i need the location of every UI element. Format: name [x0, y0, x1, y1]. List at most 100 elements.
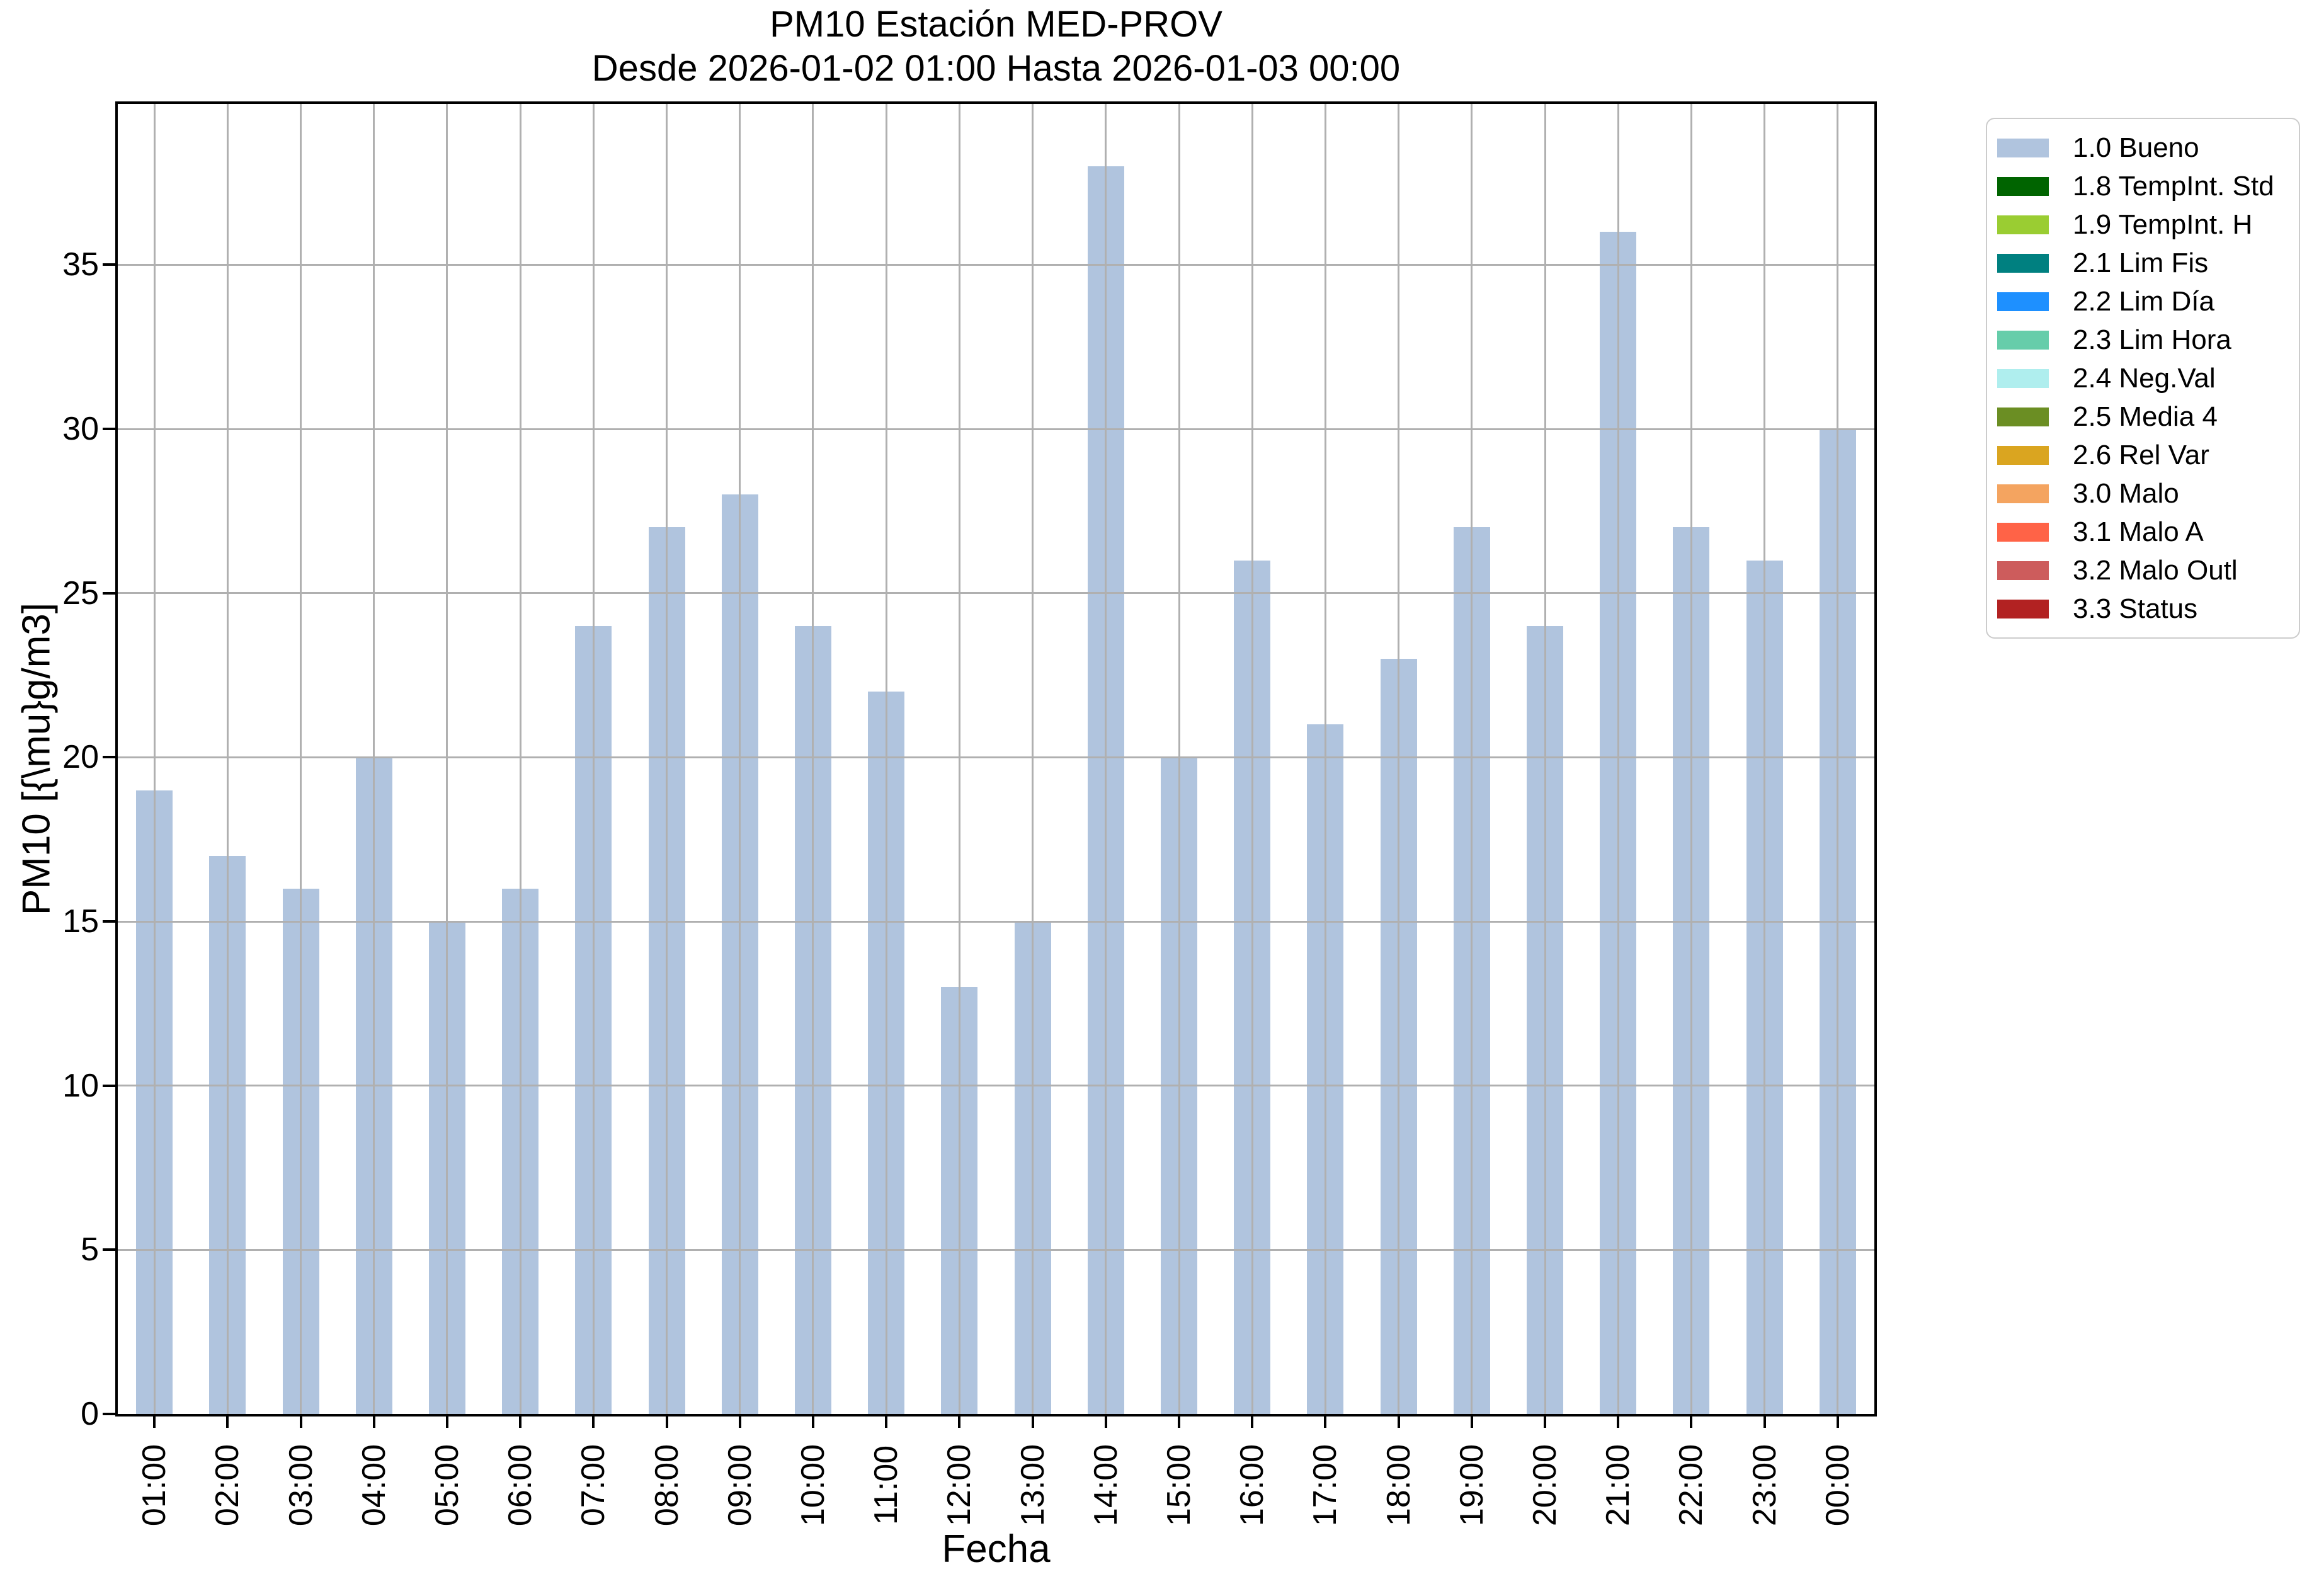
y-axis-tick: [103, 1248, 115, 1251]
legend-item: 2.5 Media 4: [1997, 397, 2293, 436]
x-tick-label: 09:00: [721, 1444, 758, 1527]
y-axis-tick: [103, 920, 115, 923]
gridline-vertical: [592, 104, 595, 1414]
legend-swatch: [1997, 292, 2049, 311]
legend-swatch: [1997, 330, 2049, 350]
x-tick-label: 15:00: [1161, 1444, 1198, 1527]
y-tick-label: 15: [62, 903, 99, 940]
x-tick-label: 11:00: [868, 1445, 905, 1525]
x-axis-tick: [665, 1416, 668, 1428]
x-axis-tick: [811, 1416, 814, 1428]
x-axis-tick: [1763, 1416, 1766, 1428]
legend-item: 3.0 Malo: [1997, 474, 2293, 513]
legend-item: 2.1 Lim Fis: [1997, 244, 2293, 282]
legend-label: 3.1 Malo A: [2073, 516, 2204, 547]
x-axis-tick: [1836, 1416, 1839, 1428]
gridline-vertical: [885, 104, 887, 1414]
chart-title: PM10 Estación MED-PROV: [770, 4, 1222, 45]
legend-swatch: [1997, 484, 2049, 503]
x-tick-label: 23:00: [1746, 1444, 1783, 1527]
gridline-vertical: [1837, 104, 1839, 1414]
legend-item: 3.3 Status: [1997, 590, 2293, 628]
x-tick-label: 00:00: [1819, 1444, 1856, 1527]
x-tick-label: 03:00: [282, 1444, 319, 1527]
gridline-vertical: [739, 104, 741, 1414]
x-tick-label: 20:00: [1527, 1444, 1564, 1527]
x-tick-label: 16:00: [1234, 1444, 1271, 1527]
y-tick-label: 35: [62, 246, 99, 283]
legend-item: 1.0 Bueno: [1997, 128, 2293, 167]
x-tick-label: 04:00: [355, 1444, 392, 1527]
gridline-vertical: [1105, 104, 1107, 1414]
legend: 1.0 Bueno 1.8 TempInt. Std 1.9 TempInt. H 2…: [1986, 118, 2300, 639]
legend-swatch: [1997, 599, 2049, 618]
legend-label: 1.0 Bueno: [2073, 132, 2199, 163]
x-axis-tick: [1031, 1416, 1034, 1428]
x-axis-tick: [153, 1416, 156, 1428]
legend-item: 3.2 Malo Outl: [1997, 551, 2293, 590]
y-axis-tick: [103, 591, 115, 595]
legend-label: 2.4 Neg.Val: [2073, 362, 2216, 394]
x-tick-label: 06:00: [502, 1444, 539, 1527]
legend-label: 2.2 Lim Día: [2073, 285, 2214, 317]
x-axis-tick: [445, 1416, 448, 1428]
legend-label: 2.1 Lim Fis: [2073, 247, 2209, 278]
y-tick-label: 25: [62, 574, 99, 612]
x-tick-label: 18:00: [1380, 1444, 1417, 1527]
gridline-vertical: [446, 104, 448, 1414]
legend-swatch: [1997, 445, 2049, 465]
x-tick-label: 17:00: [1307, 1444, 1344, 1527]
y-axis-tick: [103, 428, 115, 431]
x-axis-tick: [1617, 1416, 1620, 1428]
gridline-horizontal: [118, 1085, 1874, 1087]
x-axis-tick: [1104, 1416, 1107, 1428]
x-axis-tick: [1251, 1416, 1254, 1428]
legend-swatch: [1997, 522, 2049, 542]
legend-label: 1.9 TempInt. H: [2073, 208, 2253, 240]
gridline-vertical: [812, 104, 814, 1414]
gridline-vertical: [666, 104, 668, 1414]
x-tick-label: 01:00: [136, 1444, 173, 1527]
x-axis-tick: [885, 1416, 888, 1428]
legend-swatch: [1997, 215, 2049, 234]
legend-label: 2.3 Lim Hora: [2073, 324, 2231, 355]
x-axis-tick: [592, 1416, 595, 1428]
legend-item: 2.6 Rel Var: [1997, 436, 2293, 474]
x-axis-tick: [226, 1416, 229, 1428]
legend-item: 3.1 Malo A: [1997, 513, 2293, 551]
gridline-vertical: [1471, 104, 1473, 1414]
y-tick-label: 5: [81, 1231, 99, 1268]
legend-label: 2.6 Rel Var: [2073, 439, 2209, 470]
gridline-vertical: [1398, 104, 1400, 1414]
gridline-vertical: [1178, 104, 1180, 1414]
gridline-vertical: [519, 104, 521, 1414]
x-axis-tick: [1397, 1416, 1400, 1428]
x-tick-label: 08:00: [648, 1444, 685, 1527]
gridline-horizontal: [118, 1248, 1874, 1251]
legend-item: 1.9 TempInt. H: [1997, 205, 2293, 244]
x-tick-label: 14:00: [1087, 1444, 1124, 1527]
x-axis-tick: [299, 1416, 302, 1428]
legend-items: 1.0 Bueno 1.8 TempInt. Std 1.9 TempInt. H 2…: [1997, 128, 2293, 628]
legend-swatch: [1997, 138, 2049, 157]
legend-item: 2.2 Lim Día: [1997, 282, 2293, 321]
gridline-vertical: [1251, 104, 1253, 1414]
plot-area: [115, 101, 1877, 1416]
legend-swatch: [1997, 561, 2049, 580]
gridline-vertical: [300, 104, 302, 1414]
gridline-vertical: [958, 104, 960, 1414]
x-axis-label: Fecha: [942, 1527, 1051, 1571]
chart-subtitle: Desde 2026-01-02 01:00 Hasta 2026-01-03 …: [591, 48, 1401, 89]
legend-label: 2.5 Media 4: [2073, 401, 2218, 432]
x-axis-tick: [1178, 1416, 1181, 1428]
gridline-vertical: [1544, 104, 1546, 1414]
legend-label: 3.2 Malo Outl: [2073, 554, 2238, 586]
legend-item: 1.8 TempInt. Std: [1997, 167, 2293, 205]
gridline-vertical: [1617, 104, 1619, 1414]
y-tick-label: 10: [62, 1067, 99, 1104]
gridline-horizontal: [118, 592, 1874, 595]
gridline-horizontal: [118, 920, 1874, 923]
x-tick-label: 13:00: [1014, 1444, 1051, 1527]
gridline-horizontal: [118, 428, 1874, 430]
y-axis-tick: [103, 1084, 115, 1087]
